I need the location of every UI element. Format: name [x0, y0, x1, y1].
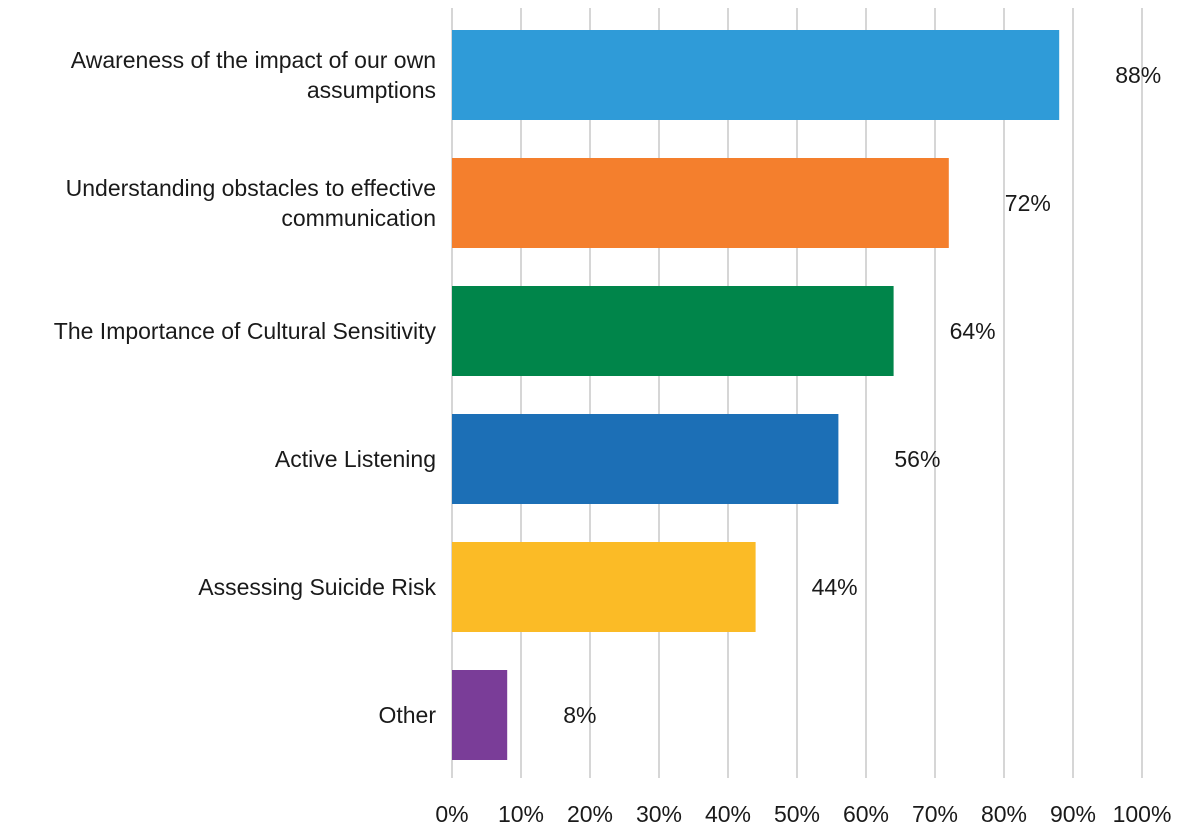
x-tick-label: 0% — [435, 801, 468, 827]
data-label: 8% — [563, 702, 596, 728]
data-label: 44% — [812, 574, 858, 600]
data-label: 88% — [1115, 62, 1161, 88]
bar — [452, 670, 508, 760]
data-label: 56% — [894, 446, 940, 472]
bar — [452, 542, 756, 632]
data-label: 72% — [1005, 190, 1051, 216]
x-tick-label: 60% — [843, 801, 889, 827]
category-label: assumptions — [307, 77, 436, 103]
x-tick-label: 100% — [1113, 801, 1172, 827]
data-label: 64% — [950, 318, 996, 344]
bar — [452, 286, 894, 376]
category-label: Other — [378, 702, 436, 728]
category-label: Active Listening — [275, 446, 436, 472]
x-tick-label: 10% — [498, 801, 544, 827]
x-tick-label: 70% — [912, 801, 958, 827]
bar — [452, 414, 839, 504]
category-label: Awareness of the impact of our own — [71, 47, 436, 73]
x-tick-label: 40% — [705, 801, 751, 827]
category-label: Assessing Suicide Risk — [198, 574, 436, 600]
category-label: Understanding obstacles to effective — [66, 175, 436, 201]
x-tick-label: 90% — [1050, 801, 1096, 827]
bar — [452, 30, 1060, 120]
x-tick-label: 30% — [636, 801, 682, 827]
x-tick-label: 20% — [567, 801, 613, 827]
category-label: The Importance of Cultural Sensitivity — [54, 318, 437, 344]
bar — [452, 158, 949, 248]
category-label: communication — [281, 205, 436, 231]
x-tick-label: 50% — [774, 801, 820, 827]
x-tick-label: 80% — [981, 801, 1027, 827]
